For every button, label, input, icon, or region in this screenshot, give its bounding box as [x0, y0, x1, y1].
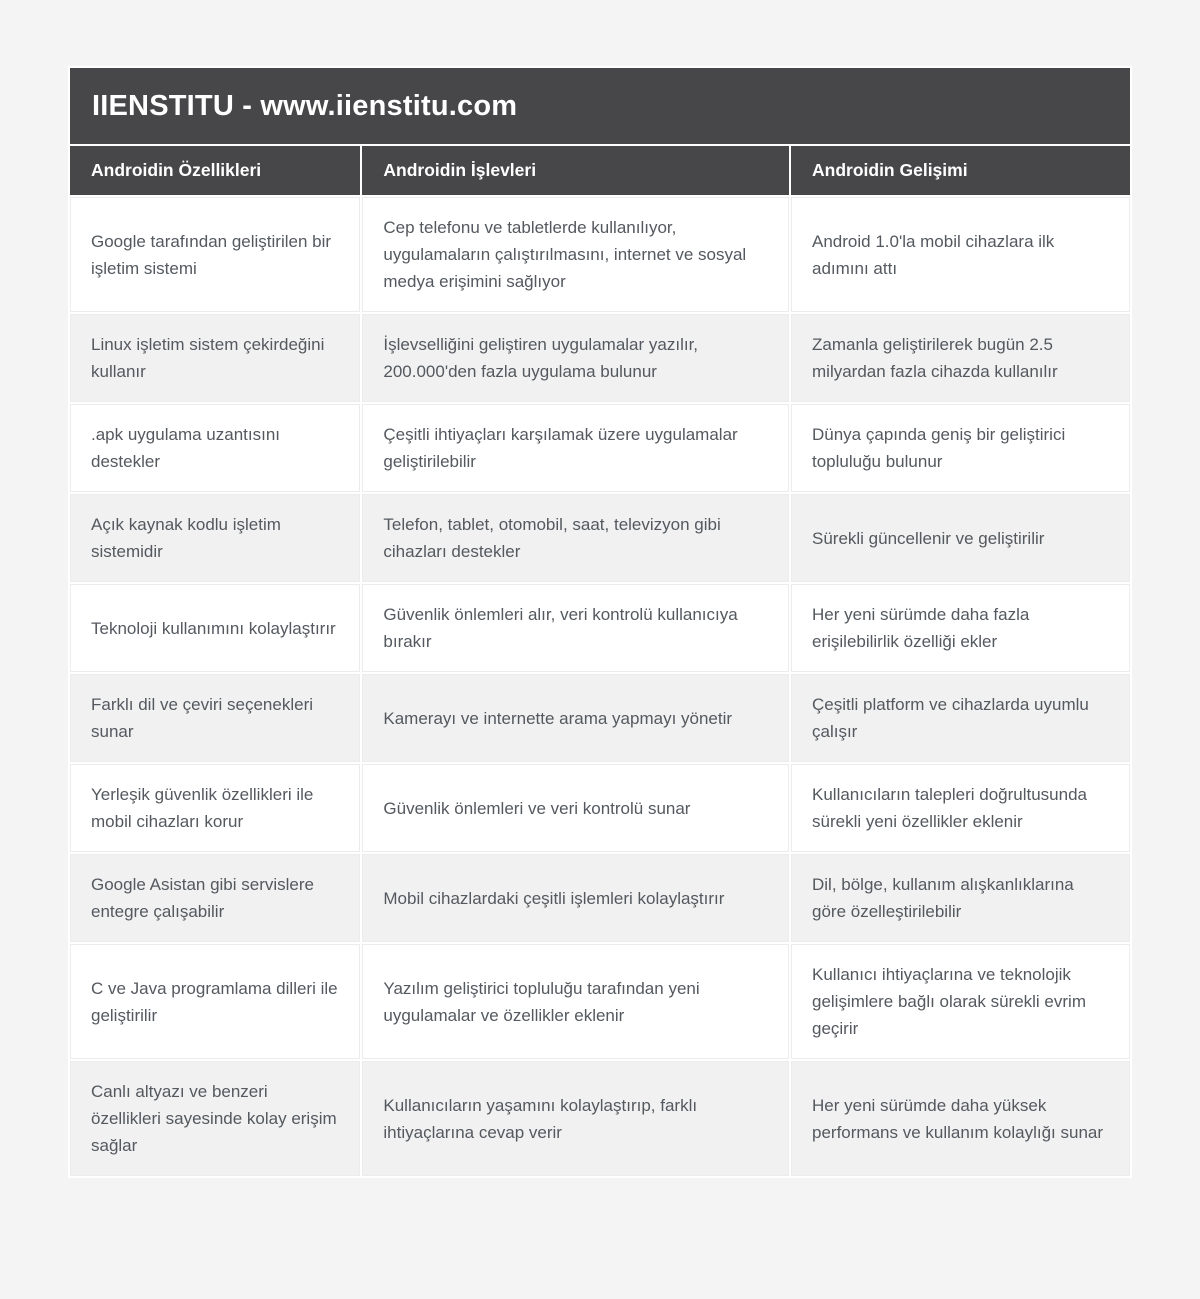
- table-cell: Güvenlik önlemleri ve veri kontrolü suna…: [362, 764, 789, 852]
- table-cell: Mobil cihazlardaki çeşitli işlemleri kol…: [362, 854, 789, 942]
- table-row: C ve Java programlama dilleri ile gelişt…: [70, 944, 1130, 1059]
- table-cell: .apk uygulama uzantısını destekler: [70, 404, 361, 492]
- column-header-gelisimi: Androidin Gelişimi: [791, 146, 1130, 195]
- table-cell: Dil, bölge, kullanım alışkanlıklarına gö…: [791, 854, 1130, 942]
- table-title: IIENSTITU - www.iienstitu.com: [70, 68, 1130, 144]
- table-row: Google Asistan gibi servislere entegre ç…: [70, 854, 1130, 942]
- table-cell: Kullanıcıların yaşamını kolaylaştırıp, f…: [362, 1061, 789, 1176]
- table-cell: C ve Java programlama dilleri ile gelişt…: [70, 944, 361, 1059]
- table-cell: Kullanıcı ihtiyaçlarına ve teknolojik ge…: [791, 944, 1130, 1059]
- table-row: Google tarafından geliştirilen bir işlet…: [70, 197, 1130, 312]
- table-cell: Linux işletim sistem çekirdeğini kullanı…: [70, 314, 361, 402]
- column-header-row: Androidin Özellikleri Androidin İşlevler…: [70, 146, 1130, 195]
- table-cell: Android 1.0'la mobil cihazlara ilk adımı…: [791, 197, 1130, 312]
- table-row: Farklı dil ve çeviri seçenekleri sunar K…: [70, 674, 1130, 762]
- table-cell: Cep telefonu ve tabletlerde kullanılıyor…: [362, 197, 789, 312]
- table-cell: Açık kaynak kodlu işletim sistemidir: [70, 494, 361, 582]
- table-cell: Her yeni sürümde daha yüksek performans …: [791, 1061, 1130, 1176]
- table-cell: Yerleşik güvenlik özellikleri ile mobil …: [70, 764, 361, 852]
- table-cell: Teknoloji kullanımını kolaylaştırır: [70, 584, 361, 672]
- table-row: .apk uygulama uzantısını destekler Çeşit…: [70, 404, 1130, 492]
- table-row: Linux işletim sistem çekirdeğini kullanı…: [70, 314, 1130, 402]
- table-cell: Güvenlik önlemleri alır, veri kontrolü k…: [362, 584, 789, 672]
- table-row: Yerleşik güvenlik özellikleri ile mobil …: [70, 764, 1130, 852]
- table-cell: Farklı dil ve çeviri seçenekleri sunar: [70, 674, 361, 762]
- table-cell: İşlevselliğini geliştiren uygulamalar ya…: [362, 314, 789, 402]
- column-header-islevleri: Androidin İşlevleri: [362, 146, 789, 195]
- table-cell: Kullanıcıların talepleri doğrultusunda s…: [791, 764, 1130, 852]
- android-info-table: IIENSTITU - www.iienstitu.com Androidin …: [68, 66, 1132, 1178]
- table-row: Açık kaynak kodlu işletim sistemidir Tel…: [70, 494, 1130, 582]
- table-cell: Dünya çapında geniş bir geliştirici topl…: [791, 404, 1130, 492]
- table-cell: Canlı altyazı ve benzeri özellikleri say…: [70, 1061, 361, 1176]
- column-header-ozellikleri: Androidin Özellikleri: [70, 146, 361, 195]
- table-cell: Çeşitli platform ve cihazlarda uyumlu ça…: [791, 674, 1130, 762]
- table-cell: Google tarafından geliştirilen bir işlet…: [70, 197, 361, 312]
- table-cell: Telefon, tablet, otomobil, saat, televiz…: [362, 494, 789, 582]
- table-cell: Zamanla geliştirilerek bugün 2.5 milyard…: [791, 314, 1130, 402]
- table-cell: Her yeni sürümde daha fazla erişilebilir…: [791, 584, 1130, 672]
- table-cell: Sürekli güncellenir ve geliştirilir: [791, 494, 1130, 582]
- table-cell: Yazılım geliştirici topluluğu tarafından…: [362, 944, 789, 1059]
- table-cell: Kamerayı ve internette arama yapmayı yön…: [362, 674, 789, 762]
- table-cell: Google Asistan gibi servislere entegre ç…: [70, 854, 361, 942]
- table-row: Canlı altyazı ve benzeri özellikleri say…: [70, 1061, 1130, 1176]
- table-cell: Çeşitli ihtiyaçları karşılamak üzere uyg…: [362, 404, 789, 492]
- title-row: IIENSTITU - www.iienstitu.com: [70, 68, 1130, 144]
- table-row: Teknoloji kullanımını kolaylaştırır Güve…: [70, 584, 1130, 672]
